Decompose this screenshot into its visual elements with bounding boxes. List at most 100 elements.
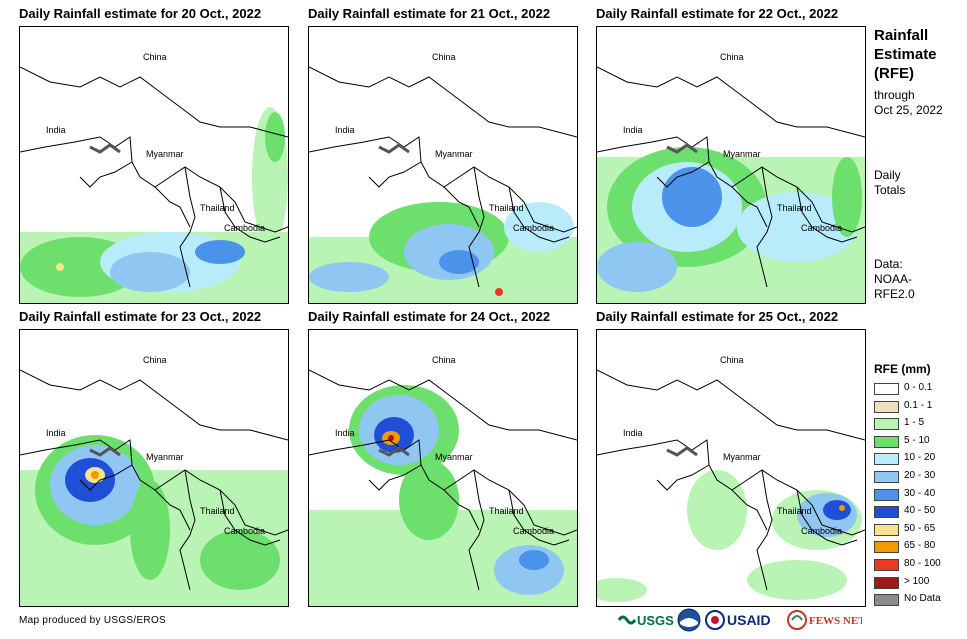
legend-swatch — [874, 576, 899, 589]
rainfall-map: China India Myanmar Thailand Cambodia — [19, 26, 289, 304]
fews-net-logo: FEWS NET — [787, 606, 866, 634]
logo-strip: USGS USAID FEWS NET — [617, 606, 866, 634]
country-label-myanmar: Myanmar — [146, 452, 184, 462]
legend-label: 5 - 10 — [904, 434, 930, 446]
map-panel-oct-23: Daily Rainfall estimate for 23 Oct., 202… — [19, 309, 289, 607]
svg-text:USGS: USGS — [637, 613, 674, 628]
svg-text:USAID: USAID — [727, 612, 771, 628]
rainfall-map-graphic — [20, 66, 288, 303]
country-label-china: China — [143, 52, 167, 62]
country-label-india: India — [46, 428, 66, 438]
country-label-thailand: Thailand — [777, 506, 812, 516]
rainfall-map: China India Myanmar Thailand Cambodia — [308, 329, 578, 607]
legend-label: 50 - 65 — [904, 522, 936, 534]
usgs-logo: USGS — [617, 606, 675, 634]
map-panel-oct-22: Daily Rainfall estimate for 22 Oct., 202… — [596, 6, 866, 304]
legend-label: 65 - 80 — [904, 540, 936, 552]
svg-text:FEWS NET: FEWS NET — [809, 615, 862, 627]
map-panel-oct-24: Daily Rainfall estimate for 24 Oct., 202… — [308, 309, 578, 607]
country-label-thailand: Thailand — [200, 203, 235, 213]
legend-swatch — [874, 435, 899, 448]
country-label-india: India — [335, 428, 355, 438]
country-label-thailand: Thailand — [489, 203, 524, 213]
legend-swatch — [874, 383, 899, 395]
data-source: Data: NOAA- RFE2.0 — [874, 257, 915, 302]
country-label-china: China — [720, 355, 744, 365]
data-line: RFE2.0 — [874, 287, 915, 301]
rainfall-map: China India Myanmar Thailand Cambodia — [308, 26, 578, 304]
country-label-myanmar: Myanmar — [435, 149, 473, 159]
country-label-cambodia: Cambodia — [801, 223, 843, 233]
totals-line: Daily — [874, 168, 901, 182]
country-label-india: India — [46, 125, 66, 135]
country-label-cambodia: Cambodia — [513, 526, 555, 536]
panel-title: Daily Rainfall estimate for 24 Oct., 202… — [308, 309, 551, 324]
map-panel-oct-25: Daily Rainfall estimate for 25 Oct., 202… — [596, 309, 866, 607]
rainfall-map-graphic — [309, 66, 577, 303]
rainfall-map-graphic — [20, 369, 288, 606]
country-label-cambodia: Cambodia — [513, 223, 555, 233]
totals-line: Totals — [874, 183, 906, 197]
panel-title: Daily Rainfall estimate for 23 Oct., 202… — [19, 309, 262, 324]
legend-label: No Data — [904, 593, 941, 605]
panel-title: Daily Rainfall estimate for 20 Oct., 202… — [19, 6, 262, 21]
country-label-cambodia: Cambodia — [224, 526, 266, 536]
country-label-myanmar: Myanmar — [723, 452, 761, 462]
through-date: through Oct 25, 2022 — [874, 88, 943, 118]
noaa-logo — [677, 606, 701, 634]
country-label-thailand: Thailand — [777, 203, 812, 213]
legend-swatch — [874, 400, 899, 413]
legend-label: > 100 — [904, 575, 930, 587]
country-label-thailand: Thailand — [489, 506, 524, 516]
country-label-myanmar: Myanmar — [146, 149, 184, 159]
country-label-china: China — [432, 355, 456, 365]
rainfall-map: China India Myanmar Thailand Cambodia — [596, 329, 866, 607]
title-line: Estimate — [874, 46, 937, 63]
legend-label: 40 - 50 — [904, 505, 936, 517]
legend-label: 80 - 100 — [904, 557, 941, 569]
daily-totals-note: Daily Totals — [874, 168, 905, 198]
legend-swatch — [874, 506, 899, 519]
country-label-myanmar: Myanmar — [723, 149, 761, 159]
country-label-india: India — [623, 428, 643, 438]
legend-main-title: Rainfall Estimate (RFE) — [874, 26, 937, 83]
title-line: (RFE) — [874, 65, 914, 82]
legend-title: RFE (mm) — [874, 362, 931, 376]
legend-swatch — [874, 523, 899, 536]
legend-swatch — [874, 418, 899, 431]
title-line: Rainfall — [874, 27, 929, 44]
rainfall-map-graphic — [597, 369, 865, 602]
legend-label: 0.1 - 1 — [904, 399, 933, 411]
data-line: Data: — [874, 257, 903, 271]
legend-label: 0 - 0.1 — [904, 382, 933, 393]
map-panel-oct-20: Daily Rainfall estimate for 20 Oct., 202… — [19, 6, 289, 304]
country-label-china: China — [143, 355, 167, 365]
country-label-china: China — [720, 52, 744, 62]
legend-swatch — [874, 488, 899, 501]
legend-swatch — [874, 453, 899, 466]
country-label-india: India — [623, 125, 643, 135]
legend-label: 20 - 30 — [904, 469, 936, 481]
panel-title: Daily Rainfall estimate for 25 Oct., 202… — [596, 309, 839, 324]
through-value: Oct 25, 2022 — [874, 103, 943, 117]
rainfall-map-graphic — [597, 66, 865, 303]
legend-swatch — [874, 594, 899, 607]
legend-label: 30 - 40 — [904, 487, 936, 499]
country-label-thailand: Thailand — [200, 506, 235, 516]
country-label-cambodia: Cambodia — [801, 526, 843, 536]
panel-title: Daily Rainfall estimate for 21 Oct., 202… — [308, 6, 551, 21]
panel-title: Daily Rainfall estimate for 22 Oct., 202… — [596, 6, 839, 21]
legend-swatch — [874, 558, 899, 571]
country-label-china: China — [432, 52, 456, 62]
through-label: through — [874, 88, 915, 102]
rainfall-map: China India Myanmar Thailand Cambodia — [19, 329, 289, 607]
country-label-india: India — [335, 125, 355, 135]
map-credit: Map produced by USGS/EROS — [19, 615, 167, 626]
country-label-myanmar: Myanmar — [435, 452, 473, 462]
map-panel-oct-21: Daily Rainfall estimate for 21 Oct., 202… — [308, 6, 578, 304]
legend-swatch — [874, 470, 899, 483]
legend-label: 10 - 20 — [904, 452, 936, 464]
legend-label: 1 - 5 — [904, 417, 925, 429]
rainfall-map: China India Myanmar Thailand Cambodia — [596, 26, 866, 304]
legend-swatch — [874, 541, 899, 554]
